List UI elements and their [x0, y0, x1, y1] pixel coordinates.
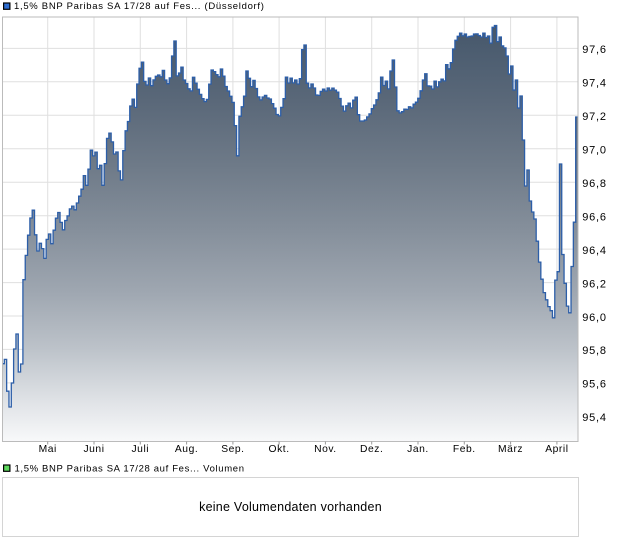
svg-text:Mai: Mai	[39, 444, 57, 455]
svg-text:1,5% BNP Paribas SA 17/28 auf: 1,5% BNP Paribas SA 17/28 auf Fes... (Dü…	[14, 1, 265, 12]
svg-text:96,4: 96,4	[582, 245, 606, 257]
svg-text:95,6: 95,6	[582, 379, 606, 391]
svg-text:97,4: 97,4	[582, 78, 606, 90]
svg-text:96,8: 96,8	[582, 178, 606, 190]
svg-text:96,6: 96,6	[582, 212, 606, 224]
svg-text:Jan.: Jan.	[407, 444, 429, 455]
svg-text:Aug.: Aug.	[175, 444, 198, 455]
svg-text:März: März	[498, 444, 523, 455]
svg-text:Okt.: Okt.	[269, 444, 290, 455]
svg-text:97,6: 97,6	[582, 44, 606, 56]
svg-text:96,0: 96,0	[582, 312, 606, 324]
svg-text:keine Volumendaten vorhanden: keine Volumendaten vorhanden	[199, 500, 382, 514]
svg-text:April: April	[545, 444, 568, 455]
svg-text:Dez.: Dez.	[360, 444, 383, 455]
svg-text:95,8: 95,8	[582, 345, 606, 357]
svg-text:96,2: 96,2	[582, 278, 606, 290]
svg-text:Nov.: Nov.	[314, 444, 337, 455]
svg-text:Juni: Juni	[83, 444, 104, 455]
svg-text:97,0: 97,0	[582, 145, 606, 157]
svg-text:97,2: 97,2	[582, 111, 606, 123]
svg-text:1,5% BNP Paribas SA 17/28 auf: 1,5% BNP Paribas SA 17/28 auf Fes... Vol…	[15, 464, 245, 475]
svg-text:Juli: Juli	[131, 444, 149, 455]
svg-text:95,4: 95,4	[582, 412, 606, 424]
svg-text:Sep.: Sep.	[221, 444, 244, 455]
svg-text:Feb.: Feb.	[453, 444, 476, 455]
